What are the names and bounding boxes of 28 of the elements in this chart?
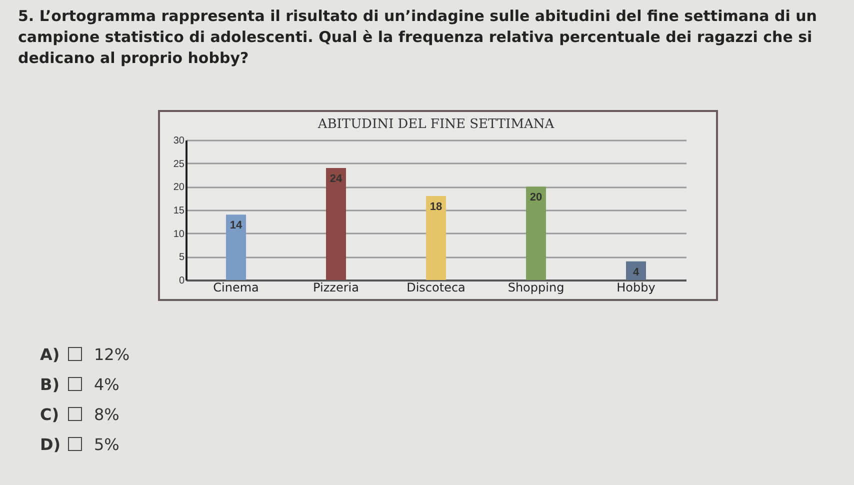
text: 5. L’ortogramma rappresenta il risultato di un’indagine sulle abitudini del fine settimana di un campione statistico di adolescenti. Qual è la frequenza relativa percentuale dei ragazzi che si dedicano al proprio hobby? bbox=[18, 6, 818, 69]
y-tick-label: 0 bbox=[178, 276, 185, 286]
x-tick-label: Cinema bbox=[213, 280, 259, 294]
y-tick-label: 30 bbox=[173, 136, 185, 146]
bar bbox=[226, 214, 246, 280]
y-tick-label: 25 bbox=[173, 158, 185, 170]
data-label: 20 bbox=[530, 192, 542, 204]
y-tick-label: 10 bbox=[173, 228, 185, 240]
y-tick-label: 20 bbox=[173, 182, 185, 194]
x-tick-label: Hobby bbox=[616, 280, 656, 294]
text: A) 12% bbox=[40, 345, 130, 364]
x-tick-label: Discoteca bbox=[406, 280, 466, 294]
bar bbox=[626, 261, 646, 280]
bar bbox=[526, 186, 546, 280]
text: C) 8% bbox=[40, 405, 120, 424]
x-tick-label: Shopping bbox=[508, 280, 564, 294]
y-tick-label: 5 bbox=[178, 252, 185, 264]
data-label: 24 bbox=[330, 173, 343, 185]
bar bbox=[326, 168, 346, 280]
y-tick-label: 15 bbox=[173, 206, 185, 216]
text: D) 5% bbox=[40, 435, 120, 454]
chart-title: ABITUDINI DEL FINE SETTIMANA bbox=[316, 117, 555, 132]
data-label: 4 bbox=[632, 266, 640, 278]
data-label: 14 bbox=[230, 220, 243, 232]
x-tick-label: Pizzeria bbox=[313, 280, 359, 294]
text: B) 4% bbox=[40, 375, 120, 394]
data-label: 18 bbox=[430, 201, 442, 213]
bar bbox=[426, 196, 446, 280]
